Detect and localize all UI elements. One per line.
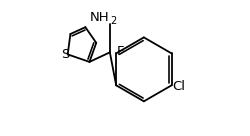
Text: NH: NH — [90, 11, 110, 24]
Text: 2: 2 — [110, 16, 116, 26]
Text: F: F — [116, 45, 124, 58]
Text: S: S — [60, 48, 69, 61]
Text: Cl: Cl — [171, 80, 184, 93]
